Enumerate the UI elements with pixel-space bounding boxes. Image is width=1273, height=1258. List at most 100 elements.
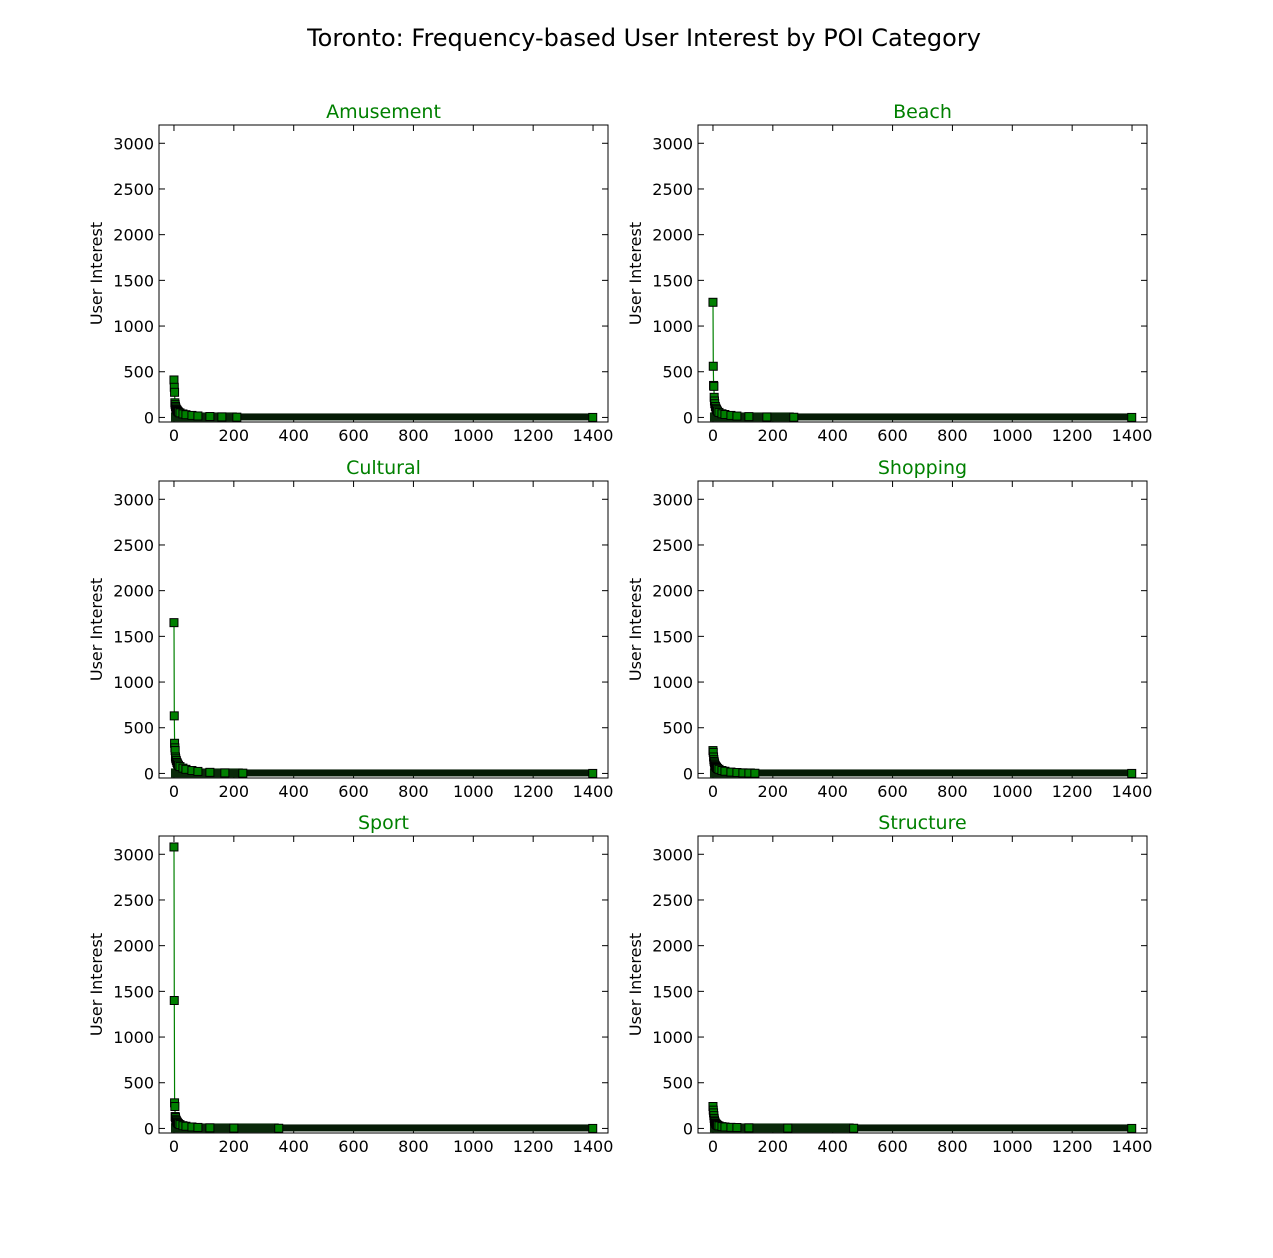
data-point [205, 412, 215, 422]
y-tick-label: 0 [144, 764, 154, 783]
series-tail-band [236, 413, 593, 421]
y-tick-label: 0 [683, 1119, 693, 1138]
x-tick-label: 1200 [513, 1137, 554, 1156]
series-line [173, 622, 593, 775]
series-tail-band [853, 1124, 1132, 1132]
x-tick-label: 0 [169, 426, 179, 445]
data-point [732, 411, 742, 421]
y-tick-label: 2000 [113, 226, 154, 245]
x-tick-label: 1200 [513, 426, 554, 445]
data-point [170, 1101, 180, 1111]
series-dense-band [709, 1123, 854, 1133]
y-tick-label: 500 [123, 719, 154, 738]
data-point [205, 767, 215, 777]
subplot-beach: Beach User Interest 0 200 400 600 800 1000 1200 1… [626, 101, 1152, 445]
y-tick-label: 1000 [113, 317, 154, 336]
x-tick-label: 800 [937, 1137, 968, 1156]
subplot-structure: Structure User Interest 0 200 400 600 800 1000 1… [626, 812, 1152, 1156]
axes-frame [158, 835, 609, 1134]
y-tick-label: 500 [123, 363, 154, 382]
y-tick-label: 500 [123, 1074, 154, 1093]
x-tick-label: 1000 [992, 426, 1033, 445]
x-tick-label: 200 [758, 426, 789, 445]
subplot-shopping: Shopping User Interest 0 200 400 600 800 1000 12… [626, 457, 1152, 801]
series-line [173, 379, 593, 418]
x-tick-label: 1400 [573, 1137, 614, 1156]
x-tick-label: 800 [937, 782, 968, 801]
x-tick-label: 1000 [992, 1137, 1033, 1156]
axes-frame [697, 835, 1148, 1134]
x-tick-label: 1000 [453, 782, 494, 801]
y-axis-label: User Interest [87, 578, 106, 681]
x-tick-label: 800 [398, 782, 429, 801]
data-point [274, 1123, 284, 1133]
x-tick-label: 200 [219, 426, 250, 445]
y-tick-label: 0 [144, 408, 154, 427]
series-tail-band [754, 769, 1132, 777]
y-tick-label: 2500 [652, 536, 693, 555]
y-tick-label: 3000 [113, 134, 154, 153]
y-tick-label: 500 [662, 719, 693, 738]
y-tick-label: 1500 [652, 982, 693, 1001]
x-tick-label: 200 [758, 1137, 789, 1156]
y-tick-label: 2500 [113, 180, 154, 199]
y-tick-label: 0 [683, 764, 693, 783]
y-axis-label: User Interest [87, 222, 106, 325]
data-point [1127, 1123, 1137, 1133]
data-point [169, 375, 179, 385]
series-tail-band [278, 1124, 593, 1132]
data-point [232, 412, 242, 422]
y-tick-label: 3000 [652, 490, 693, 509]
y-tick-label: 2000 [652, 226, 693, 245]
data-point [1127, 412, 1137, 422]
data-point [588, 1123, 598, 1133]
y-tick-label: 2500 [113, 891, 154, 910]
x-tick-label: 1400 [573, 782, 614, 801]
x-tick-label: 600 [877, 426, 908, 445]
x-tick-label: 1000 [453, 426, 494, 445]
data-point [220, 768, 230, 778]
data-point [744, 412, 754, 422]
axes-frame [158, 480, 609, 779]
y-tick-label: 1500 [652, 627, 693, 646]
data-point [783, 1123, 793, 1133]
y-tick-label: 2500 [652, 180, 693, 199]
x-tick-label: 400 [817, 1137, 848, 1156]
x-tick-label: 200 [219, 782, 250, 801]
data-point [708, 361, 718, 371]
y-tick-label: 0 [144, 1119, 154, 1138]
y-tick-label: 2500 [652, 891, 693, 910]
data-point [169, 995, 179, 1005]
series-line [173, 846, 593, 1130]
x-tick-label: 400 [278, 426, 309, 445]
x-tick-label: 600 [338, 782, 369, 801]
x-tick-label: 0 [708, 426, 718, 445]
y-tick-label: 1500 [113, 627, 154, 646]
y-tick-label: 500 [662, 1074, 693, 1093]
series-line [712, 302, 1132, 418]
x-tick-label: 1400 [1112, 1137, 1153, 1156]
x-tick-label: 0 [708, 1137, 718, 1156]
y-tick-label: 2500 [113, 536, 154, 555]
y-tick-label: 1000 [652, 673, 693, 692]
y-axis-label: User Interest [626, 578, 645, 681]
subplot-title: Beach [893, 101, 952, 123]
x-tick-label: 1200 [513, 782, 554, 801]
y-tick-label: 2000 [652, 937, 693, 956]
y-axis-label: User Interest [87, 933, 106, 1036]
y-tick-label: 3000 [113, 845, 154, 864]
y-tick-label: 500 [662, 363, 693, 382]
x-tick-label: 1000 [453, 1137, 494, 1156]
x-tick-label: 400 [278, 1137, 309, 1156]
data-point [588, 412, 598, 422]
y-tick-label: 1500 [652, 271, 693, 290]
data-point [193, 766, 203, 776]
data-point [217, 412, 227, 422]
y-tick-label: 1500 [113, 982, 154, 1001]
x-tick-label: 0 [708, 782, 718, 801]
x-tick-label: 1200 [1052, 782, 1093, 801]
data-point [708, 297, 718, 307]
x-tick-label: 0 [169, 782, 179, 801]
x-tick-label: 200 [219, 1137, 250, 1156]
data-point [205, 1123, 215, 1133]
